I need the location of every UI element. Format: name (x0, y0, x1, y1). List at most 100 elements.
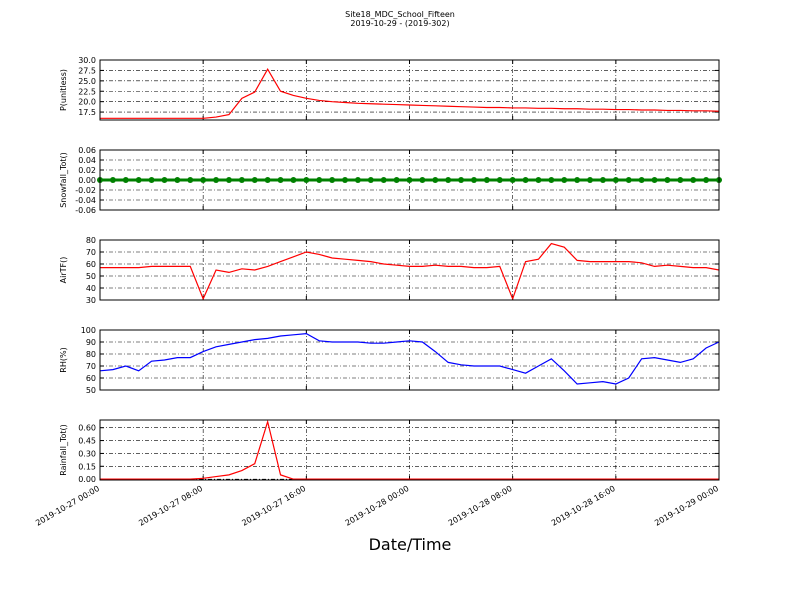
y-tick-label: 25.0 (78, 77, 96, 86)
y-tick-label: 0.04 (78, 156, 96, 165)
series-marker (419, 177, 426, 183)
x-tick-label: 2019-10-27 16:00 (240, 484, 307, 528)
y-tick-label: 17.5 (78, 108, 96, 117)
series-marker (458, 177, 465, 183)
y-tick-label: 0.02 (78, 166, 96, 175)
series-marker (483, 177, 490, 183)
y-axis-label: Rainfall_Tot() (59, 424, 68, 476)
y-axis-label: Snowfall_Tot() (59, 152, 68, 208)
x-axis-label: Date/Time (369, 535, 452, 554)
y-tick-label: 0.00 (78, 475, 96, 484)
series-line (100, 242, 720, 301)
y-tick-label: 0.45 (78, 437, 96, 446)
y-tick-label: 60 (86, 260, 96, 269)
series-marker (122, 177, 129, 183)
series-marker (703, 177, 710, 183)
series-marker (599, 177, 606, 183)
series-marker (303, 177, 310, 183)
plot-frame (99, 419, 720, 481)
series-marker (225, 177, 232, 183)
y-tick-label: 0.06 (78, 146, 96, 155)
x-tick-label: 2019-10-28 00:00 (344, 484, 411, 528)
x-tick-label: 2019-10-28 08:00 (447, 484, 514, 528)
series-marker (587, 177, 594, 183)
y-tick-label: -0.04 (75, 196, 96, 205)
y-tick-label: 0.15 (78, 462, 96, 471)
series-marker (200, 177, 207, 183)
x-tick-label: 2019-10-29 00:00 (653, 484, 720, 528)
y-tick-label: 0.00 (78, 176, 96, 185)
series-marker (367, 177, 374, 183)
chart-subtitle: 2019-10-29 - (2019-302) (350, 19, 449, 28)
series-marker (187, 177, 194, 183)
series-marker (290, 177, 297, 183)
series-marker (612, 177, 619, 183)
plot-frame (99, 329, 720, 391)
series-marker (535, 177, 542, 183)
y-tick-label: -0.06 (75, 206, 96, 215)
series-marker (574, 177, 581, 183)
series-line (100, 419, 719, 480)
y-tick-label: 50 (86, 272, 96, 281)
y-axis-label: P(unitless) (59, 69, 68, 111)
series-marker (316, 177, 323, 183)
y-tick-label: 60 (86, 374, 96, 383)
series-marker (238, 177, 245, 183)
y-tick-label: 30 (86, 296, 96, 305)
plot-frame (99, 239, 720, 301)
y-tick-label: 30.0 (78, 56, 96, 65)
y-tick-label: 100 (81, 326, 96, 335)
plot-frame (99, 149, 720, 211)
y-tick-label: 70 (86, 362, 96, 371)
series-marker (174, 177, 181, 183)
series-line (99, 332, 720, 385)
series-marker (625, 177, 632, 183)
series-marker (329, 177, 336, 183)
series-marker (354, 177, 361, 183)
y-tick-label: 27.5 (78, 66, 96, 75)
x-tick-label: 2019-10-27 00:00 (34, 484, 101, 528)
series-marker (432, 177, 439, 183)
y-tick-label: 50 (86, 386, 96, 395)
y-tick-label: 40 (86, 284, 96, 293)
y-axis-label: AirTF() (59, 257, 68, 284)
series-marker (664, 177, 671, 183)
series-marker (380, 177, 387, 183)
series-marker (677, 177, 684, 183)
series-marker (251, 177, 258, 183)
x-tick-label: 2019-10-27 08:00 (137, 484, 204, 528)
series-marker (496, 177, 503, 183)
series-marker (109, 177, 116, 183)
series-marker (342, 177, 349, 183)
y-tick-label: 70 (86, 248, 96, 257)
y-tick-label: -0.02 (75, 186, 96, 195)
chart-title: Site18_MDC_School_Fifteen (345, 10, 455, 19)
series-marker (406, 177, 413, 183)
series-marker (213, 177, 220, 183)
series-marker (445, 177, 452, 183)
series-marker (393, 177, 400, 183)
y-tick-label: 80 (86, 236, 96, 245)
series-marker (690, 177, 697, 183)
y-tick-label: 80 (86, 350, 96, 359)
series-marker (161, 177, 168, 183)
series-marker (135, 177, 142, 183)
y-tick-label: 0.30 (78, 449, 96, 458)
y-axis-label: RH(%) (59, 347, 68, 372)
series-marker (522, 177, 529, 183)
x-tick-label: 2019-10-28 16:00 (550, 484, 617, 528)
series-marker (548, 177, 555, 183)
y-tick-label: 20.0 (78, 98, 96, 107)
series-marker (277, 177, 284, 183)
plot-frame (99, 59, 720, 121)
series-marker (470, 177, 477, 183)
series-marker (638, 177, 645, 183)
y-tick-label: 22.5 (78, 87, 96, 96)
y-tick-label: 0.60 (78, 424, 96, 433)
series-marker (264, 177, 271, 183)
series-marker (651, 177, 658, 183)
series-marker (561, 177, 568, 183)
series-marker (509, 177, 516, 183)
series-line (100, 67, 720, 119)
